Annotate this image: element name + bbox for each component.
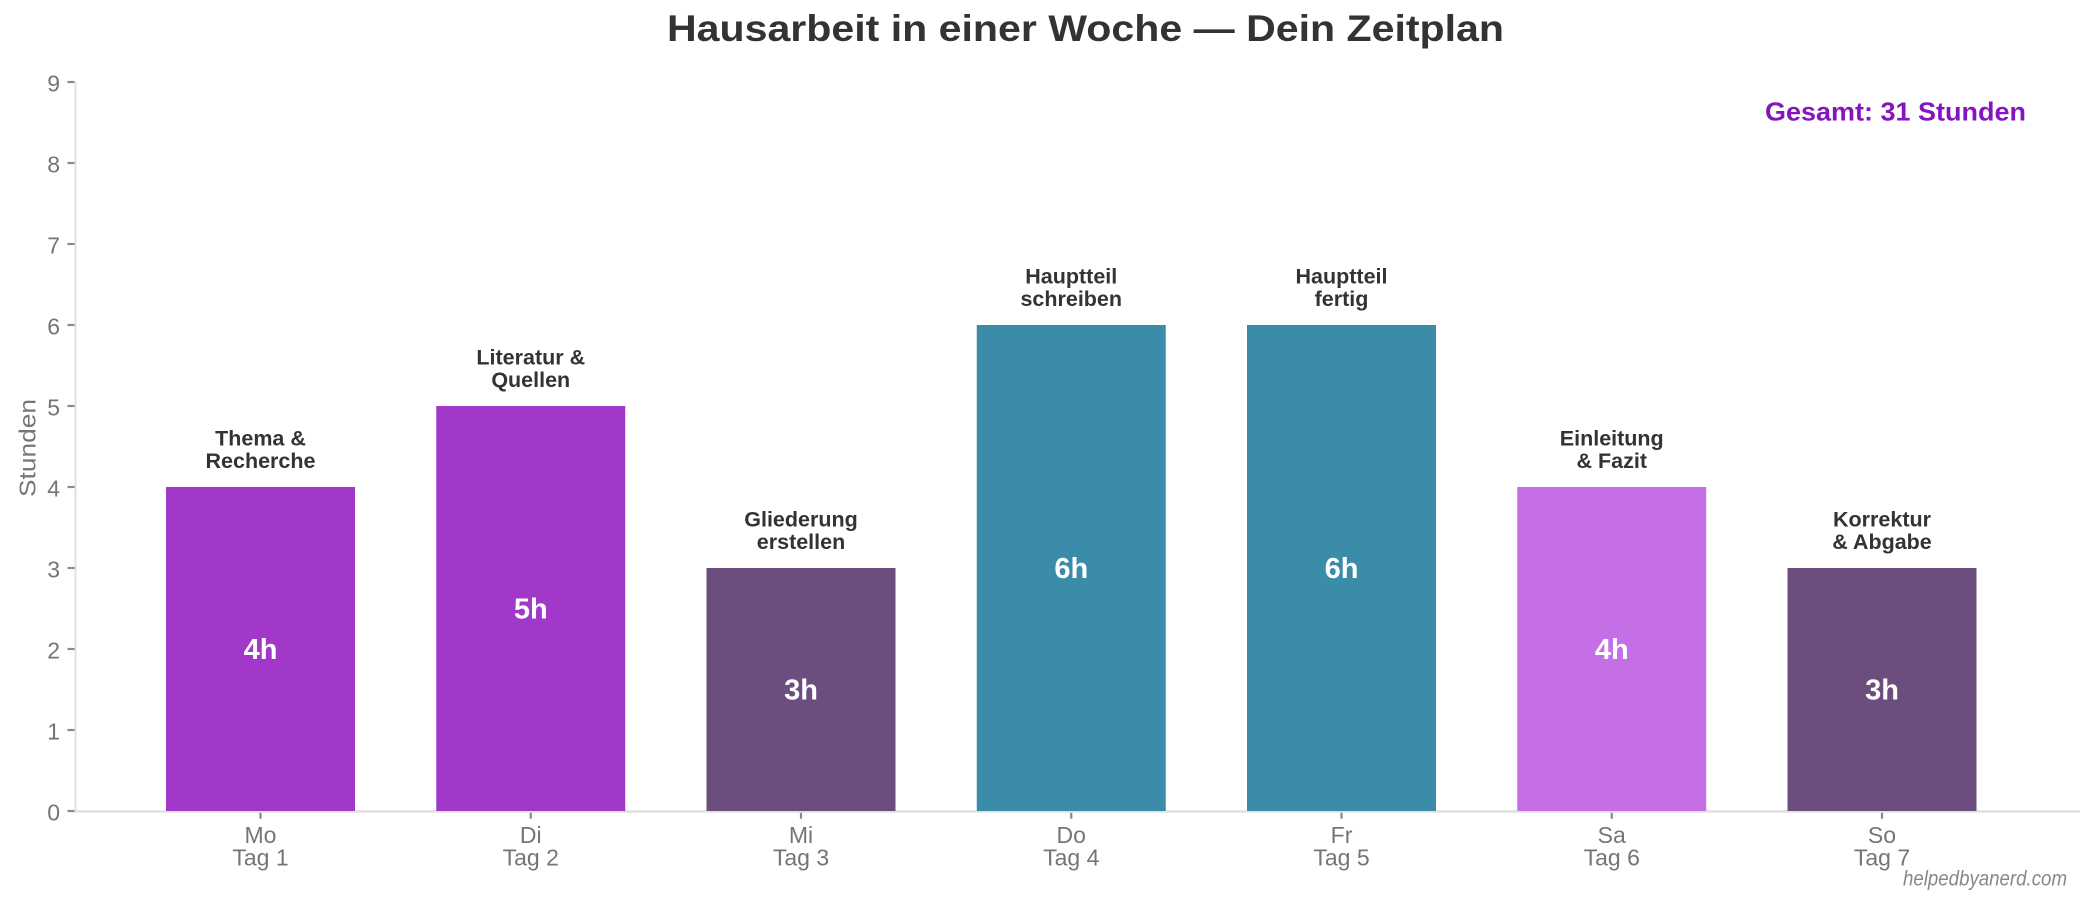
svg-text:Tag 5: Tag 5 [1313, 845, 1369, 871]
svg-text:Tag 6: Tag 6 [1584, 845, 1640, 871]
svg-text:& Abgabe: & Abgabe [1832, 530, 1932, 554]
svg-text:3: 3 [47, 557, 60, 583]
svg-text:8: 8 [47, 152, 60, 178]
svg-text:Literatur &: Literatur & [476, 346, 585, 370]
svg-text:Do: Do [1057, 822, 1086, 848]
svg-text:6: 6 [47, 314, 60, 340]
svg-text:Mi: Mi [789, 822, 813, 848]
svg-text:Einleitung: Einleitung [1560, 427, 1664, 451]
svg-text:fertig: fertig [1315, 287, 1369, 311]
svg-text:0: 0 [47, 800, 60, 826]
svg-text:Gesamt: 31 Stunden: Gesamt: 31 Stunden [1765, 97, 2026, 127]
svg-text:& Fazit: & Fazit [1577, 449, 1647, 473]
svg-text:9: 9 [47, 71, 60, 97]
svg-text:Hauptteil: Hauptteil [1296, 265, 1388, 289]
svg-text:Quellen: Quellen [491, 368, 570, 392]
svg-text:Mo: Mo [245, 822, 277, 848]
svg-text:Tag 2: Tag 2 [503, 845, 559, 871]
svg-text:Fr: Fr [1331, 822, 1353, 848]
svg-text:Tag 4: Tag 4 [1043, 845, 1099, 871]
svg-text:7: 7 [47, 233, 60, 259]
svg-text:Hauptteil: Hauptteil [1025, 265, 1117, 289]
svg-text:Tag 7: Tag 7 [1854, 845, 1910, 871]
svg-text:5: 5 [47, 395, 60, 421]
svg-text:4: 4 [47, 476, 60, 502]
svg-text:So: So [1868, 822, 1896, 848]
svg-text:3h: 3h [784, 675, 818, 707]
svg-text:4h: 4h [244, 634, 278, 666]
svg-text:1: 1 [47, 719, 60, 745]
svg-text:4h: 4h [1595, 634, 1629, 666]
svg-text:helpedbyanerd.com: helpedbyanerd.com [1903, 867, 2067, 890]
svg-text:Korrektur: Korrektur [1833, 508, 1932, 532]
svg-text:Gliederung: Gliederung [744, 508, 857, 532]
svg-text:5h: 5h [514, 594, 548, 626]
svg-text:Tag 3: Tag 3 [773, 845, 829, 871]
svg-text:Hausarbeit in einer Woche — De: Hausarbeit in einer Woche — Dein Zeitpla… [667, 8, 1504, 49]
svg-text:3h: 3h [1865, 675, 1899, 707]
svg-text:Recherche: Recherche [206, 449, 316, 473]
svg-text:6h: 6h [1325, 553, 1359, 585]
svg-text:schreiben: schreiben [1020, 287, 1122, 311]
svg-text:Sa: Sa [1598, 822, 1626, 848]
svg-text:Tag 1: Tag 1 [232, 845, 288, 871]
svg-text:2: 2 [47, 638, 60, 664]
svg-text:Thema &: Thema & [215, 427, 306, 451]
svg-text:Di: Di [520, 822, 542, 848]
svg-text:erstellen: erstellen [757, 530, 845, 554]
svg-text:Stunden: Stunden [15, 399, 41, 497]
svg-text:6h: 6h [1054, 553, 1088, 585]
